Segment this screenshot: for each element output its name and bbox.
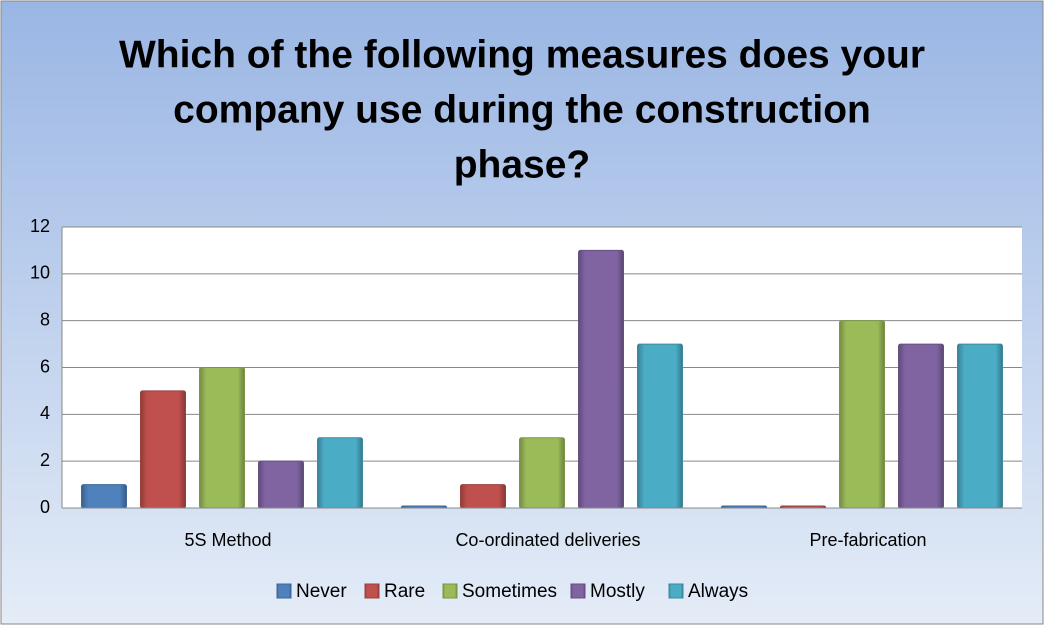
bar [898,343,944,509]
bar [317,437,363,509]
x-tick-label: Pre-fabrication [809,530,926,550]
bar [957,343,1003,509]
bar [199,367,245,509]
bar [460,484,506,509]
x-tick-label: Co-ordinated deliveries [455,530,640,550]
y-tick-label: 2 [40,450,50,470]
legend-swatch [668,583,684,599]
legend-label: Mostly [590,581,645,602]
chart-title: company use during the construction [173,88,871,131]
legend-label: Sometimes [462,581,557,602]
y-tick-label: 10 [30,263,50,283]
y-tick-label: 0 [40,497,50,517]
y-tick-label: 12 [30,216,50,236]
bar [258,460,304,509]
y-tick-label: 8 [40,309,50,329]
bar [578,249,624,509]
chart-title: phase? [454,143,591,186]
bar [81,484,127,509]
y-tick-label: 4 [40,403,50,423]
legend-label: Never [296,581,347,602]
legend-swatch [442,583,458,599]
legend-label: Always [688,581,748,602]
legend-swatch [570,583,586,599]
chart-title: Which of the following measures does you… [119,33,925,76]
bar [140,390,186,509]
bar [637,343,683,509]
legend-swatch [364,583,380,599]
legend-label: Rare [384,581,425,602]
legend-swatch [276,583,292,599]
bar [519,437,565,509]
x-tick-label: 5S Method [184,530,271,550]
bar [839,320,885,509]
y-tick-label: 6 [40,356,50,376]
